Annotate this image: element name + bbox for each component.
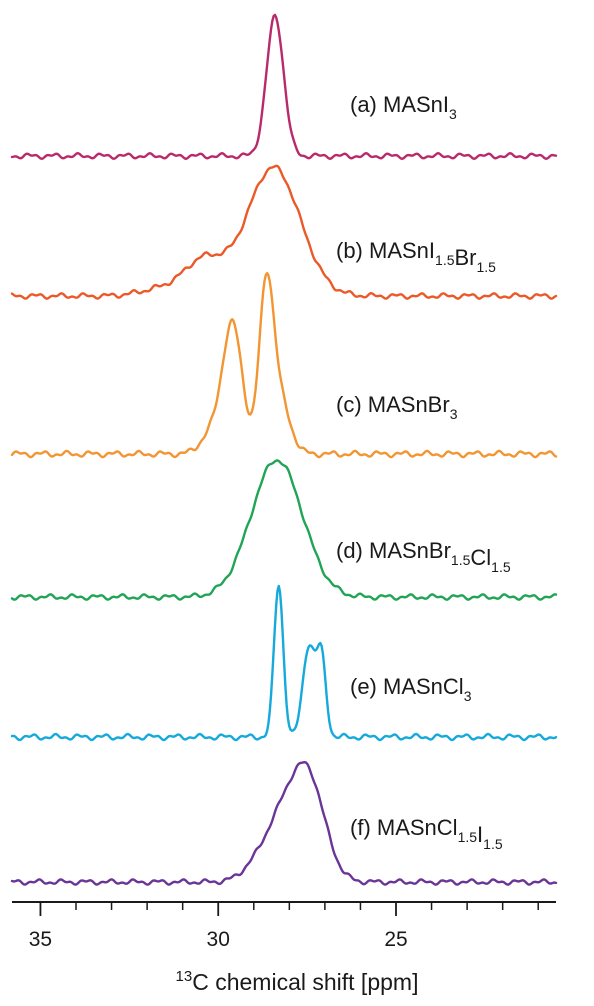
series-label-a: (a) MASnI3	[350, 92, 457, 122]
x-tick-label-35: 35	[29, 928, 52, 951]
series-labels-group: (a) MASnI3 (b) MASnI1.5Br1.5 (c) MASnBr3 (d…	[336, 92, 511, 852]
spectrum-line-e	[10, 584, 558, 742]
x-axis-title-text: C chemical shift [ppm]	[192, 969, 418, 995]
x-tick-label-25: 25	[384, 928, 407, 951]
spectrum-line-b	[10, 164, 558, 300]
x-axis: 35 30 25	[12, 901, 556, 951]
series-label-d: (d) MASnBr1.5Cl1.5	[336, 538, 511, 575]
spectrum-line-d	[10, 459, 558, 601]
series-label-f: (f) MASnCl1.5I1.5	[350, 815, 503, 852]
series-label-e: (e) MASnCl3	[350, 674, 472, 704]
x-tick-label-30: 30	[207, 928, 230, 951]
spectrum-line-a	[10, 13, 558, 160]
spectra-group	[10, 13, 558, 886]
x-axis-title-superscript: 13	[176, 968, 193, 985]
spectrum-line-c	[10, 271, 558, 459]
x-axis-title: 13C chemical shift [ppm]	[176, 968, 419, 995]
series-label-b: (b) MASnI1.5Br1.5	[336, 238, 496, 275]
series-label-c: (c) MASnBr3	[336, 392, 458, 422]
spectrum-line-f	[10, 760, 558, 886]
